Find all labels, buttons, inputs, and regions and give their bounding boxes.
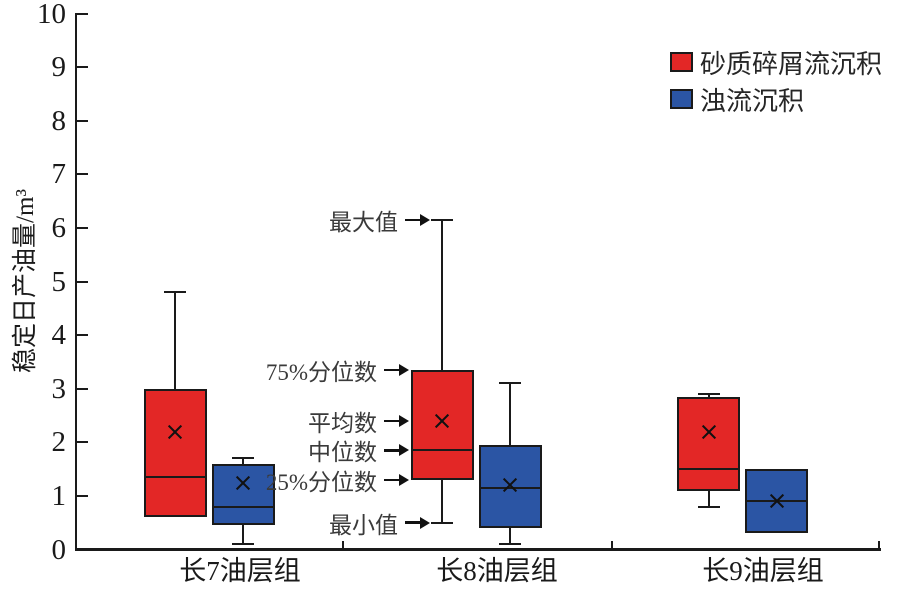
arrow-shaft xyxy=(384,449,399,452)
median-line xyxy=(145,476,205,479)
whisker-cap xyxy=(232,457,255,460)
whisker-bottom xyxy=(707,490,710,507)
x-axis-group-label: 长9油层组 xyxy=(702,556,824,586)
y-tick-label: 10 xyxy=(37,0,66,30)
y-tick xyxy=(77,387,88,390)
group-divider-tick xyxy=(878,541,880,548)
box-series0-group1 xyxy=(410,369,474,480)
annotation-whisker-top: 最大值 xyxy=(329,206,430,235)
y-tick-label: 4 xyxy=(51,319,67,352)
mean-marker xyxy=(234,474,252,492)
annotation-label: 最小值 xyxy=(329,512,398,538)
annotation-label: 平均数 xyxy=(308,410,377,436)
whisker-top xyxy=(242,458,245,464)
box-series0-group0 xyxy=(143,388,207,518)
whisker-cap xyxy=(499,543,522,546)
y-tick xyxy=(77,334,88,337)
group-divider-tick xyxy=(342,541,344,548)
y-tick-label: 7 xyxy=(51,158,67,191)
legend-swatch-icon xyxy=(670,89,693,109)
y-tick-label: 5 xyxy=(51,265,67,298)
legend-label: 浊流沉积 xyxy=(700,86,805,116)
annotation-label: 最大值 xyxy=(329,209,398,235)
x-axis-line xyxy=(75,548,881,551)
y-tick-label: 0 xyxy=(51,533,67,566)
mean-marker xyxy=(166,423,184,441)
arrow-right-icon xyxy=(399,414,409,427)
arrow-right-icon xyxy=(399,363,409,376)
y-tick xyxy=(77,494,88,497)
median-line xyxy=(679,468,739,471)
box-series1-group1 xyxy=(478,444,542,529)
arrow-shaft xyxy=(384,419,399,423)
whisker-cap xyxy=(697,505,720,508)
whisker-cap xyxy=(164,291,187,294)
annotation-q1: 25%分位数 xyxy=(265,466,409,495)
y-tick-label: 6 xyxy=(51,211,67,244)
arrow-right-icon xyxy=(399,444,409,457)
group-divider-tick xyxy=(611,541,613,548)
annotation-label: 中位数 xyxy=(308,440,377,466)
y-tick xyxy=(77,173,88,176)
annotation-median: 中位数 xyxy=(308,436,409,466)
whisker-top xyxy=(509,383,512,445)
mean-marker xyxy=(768,492,786,510)
y-tick xyxy=(77,119,88,122)
x-axis-group-label: 长8油层组 xyxy=(436,556,558,586)
y-tick xyxy=(77,12,88,15)
annotation-label: 25%分位数 xyxy=(265,469,377,495)
legend-swatch-icon xyxy=(670,52,693,72)
y-tick xyxy=(77,441,88,444)
whisker-cap xyxy=(431,521,454,524)
x-axis-group-label: 长7油层组 xyxy=(179,556,301,586)
arrow-shaft xyxy=(405,521,420,524)
y-tick-label: 8 xyxy=(51,104,67,137)
legend-item-1: 浊流沉积 xyxy=(670,85,804,116)
y-tick-label: 9 xyxy=(51,51,67,84)
whisker-top xyxy=(707,394,710,397)
whisker-bottom xyxy=(242,525,245,545)
y-tick-label: 2 xyxy=(51,426,67,459)
y-tick-label: 3 xyxy=(51,372,67,405)
mean-marker xyxy=(501,476,519,494)
annotation-mean: 平均数 xyxy=(308,407,409,436)
y-axis-line xyxy=(75,13,77,551)
y-tick xyxy=(77,280,88,283)
annotation-label: 75%分位数 xyxy=(265,359,377,385)
y-tick-label: 1 xyxy=(51,479,67,512)
arrow-right-icon xyxy=(420,516,430,529)
arrow-shaft xyxy=(405,218,420,222)
arrow-right-icon xyxy=(399,473,409,486)
box-series0-group2 xyxy=(677,396,741,491)
arrow-shaft xyxy=(384,368,399,372)
median-line xyxy=(213,505,273,508)
mean-marker xyxy=(433,412,451,430)
median-line xyxy=(480,486,540,489)
mean-marker xyxy=(700,423,718,441)
arrow-shaft xyxy=(384,478,399,482)
whisker-cap xyxy=(232,543,255,546)
y-tick xyxy=(77,66,88,69)
whisker-bottom xyxy=(441,479,444,523)
box-series1-group0 xyxy=(211,463,275,526)
legend-item-0: 砂质碎屑流沉积 xyxy=(670,48,882,79)
annotation-q3: 75%分位数 xyxy=(265,356,409,385)
whisker-cap xyxy=(697,393,720,396)
median-line xyxy=(412,449,472,452)
arrow-right-icon xyxy=(420,213,430,226)
y-tick xyxy=(77,226,88,229)
whisker-top xyxy=(174,292,177,389)
whisker-top xyxy=(441,219,444,370)
whisker-bottom xyxy=(509,528,512,545)
whisker-cap xyxy=(499,382,522,385)
whisker-cap xyxy=(431,218,454,221)
annotation-whisker-bottom: 最小值 xyxy=(329,509,430,538)
legend-label: 砂质碎屑流沉积 xyxy=(700,49,883,79)
